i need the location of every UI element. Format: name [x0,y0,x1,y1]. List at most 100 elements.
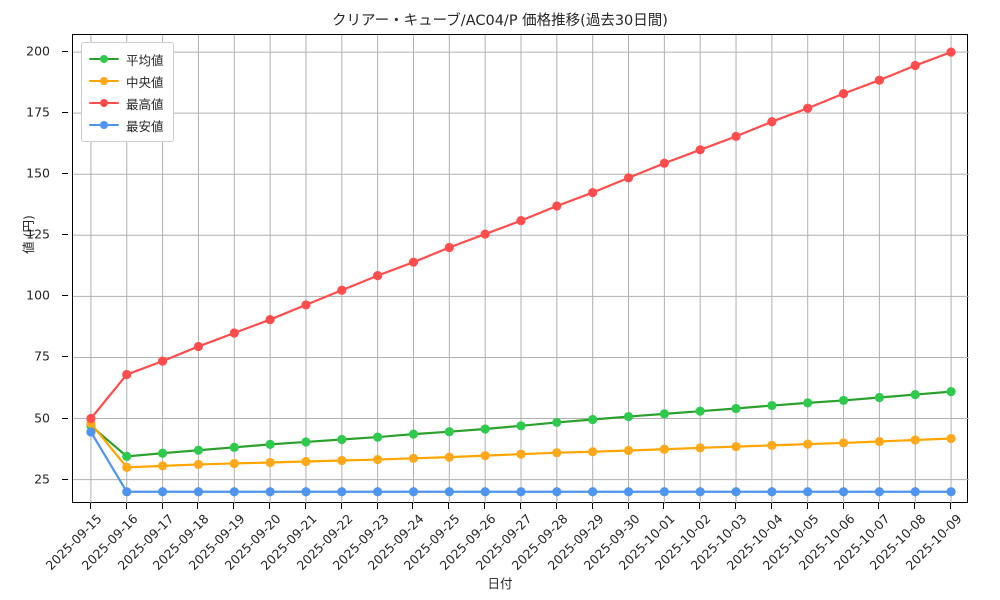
series-point [946,387,956,397]
series-point [373,454,383,465]
series-point [158,448,168,458]
series-point [265,439,275,449]
series-point [588,447,598,457]
legend-item[interactable]: 最高値 [89,92,164,114]
series-point [623,411,634,422]
y-tick-label: 175 [26,104,50,120]
y-tick-label: 25 [34,471,50,487]
x-tick-mark [89,503,91,509]
series-point [337,455,347,466]
series-point [158,461,168,471]
series-point [910,487,920,497]
series-point [337,285,347,295]
y-tick-label: 75 [34,348,50,364]
series-point [122,369,132,380]
y-tick-mark [62,234,68,236]
series-point [193,341,204,352]
series-point [86,427,96,437]
series-point [301,437,311,447]
plot-area [72,34,969,504]
y-tick-label: 100 [26,287,50,303]
series-point [767,400,777,411]
series-point [516,487,526,497]
series-point [623,173,634,183]
series-point [946,47,956,57]
series-point [122,462,132,472]
series-point [193,459,204,470]
legend-swatch-icon [89,74,119,88]
series-point [695,487,705,497]
legend-item[interactable]: 平均値 [89,48,164,70]
series-point [301,487,311,497]
series-point [803,398,813,408]
series-point [588,414,598,425]
series-line [89,430,953,493]
y-tick-mark [62,173,68,175]
series-point [480,451,490,461]
series-point [552,448,562,458]
series-point [301,300,311,310]
legend-swatch-icon [89,52,119,66]
series-point [588,187,598,198]
y-tick-label: 125 [26,226,50,242]
y-tick-label: 150 [26,165,50,181]
y-tick-mark [62,356,68,358]
series-point [444,487,454,497]
series-point [803,103,813,113]
series-point [838,89,849,99]
chart-title: クリアー・キューブ/AC04/P 価格推移(過去30日間) [332,13,668,29]
series-point [373,487,383,497]
x-tick-mark [663,503,665,509]
legend-label: 中央値 [126,74,164,90]
series-point [444,452,454,462]
series-line [89,50,953,420]
series-point [373,432,383,442]
legend-item[interactable]: 中央値 [89,70,164,92]
series-point [408,487,419,497]
series-point [229,487,239,497]
series-point [86,413,96,424]
x-tick-mark [842,503,844,509]
x-tick-mark [591,503,593,509]
y-tick-mark [62,295,68,297]
series-point [552,201,562,211]
series-point [767,440,777,450]
series-point [480,424,490,434]
x-tick-mark [161,503,163,509]
y-tick-label: 200 [26,43,50,59]
series-point [695,443,705,453]
series-point [193,487,204,497]
series-point [659,487,669,497]
x-tick-mark [627,503,629,509]
series-point [659,444,669,454]
series-point [874,75,885,85]
series-point [265,314,275,325]
series-point [337,434,347,445]
series-point [265,487,275,497]
series-point [444,427,454,437]
series-point [373,271,383,281]
series-point [767,117,777,127]
series-point [265,457,275,468]
series-point [910,60,920,71]
series-point [122,451,132,461]
series-point [874,487,885,497]
series-point [408,257,419,267]
chart-series-layer [86,47,956,497]
series-point [229,458,239,469]
legend-item[interactable]: 最安値 [89,114,164,136]
x-tick-mark [125,503,127,509]
chart-legend: 平均値中央値最高値最安値 [81,42,174,142]
series-point [838,395,849,406]
legend-label: 最高値 [126,96,164,112]
x-tick-mark [950,503,952,509]
series-point [552,487,562,497]
series-point [408,453,419,463]
series-point [408,429,419,439]
y-tick-label: 50 [34,410,50,425]
y-tick-mark [62,478,68,480]
series-point [731,403,741,414]
x-tick-mark [340,503,342,509]
series-point [229,442,239,452]
series-point [552,417,562,428]
